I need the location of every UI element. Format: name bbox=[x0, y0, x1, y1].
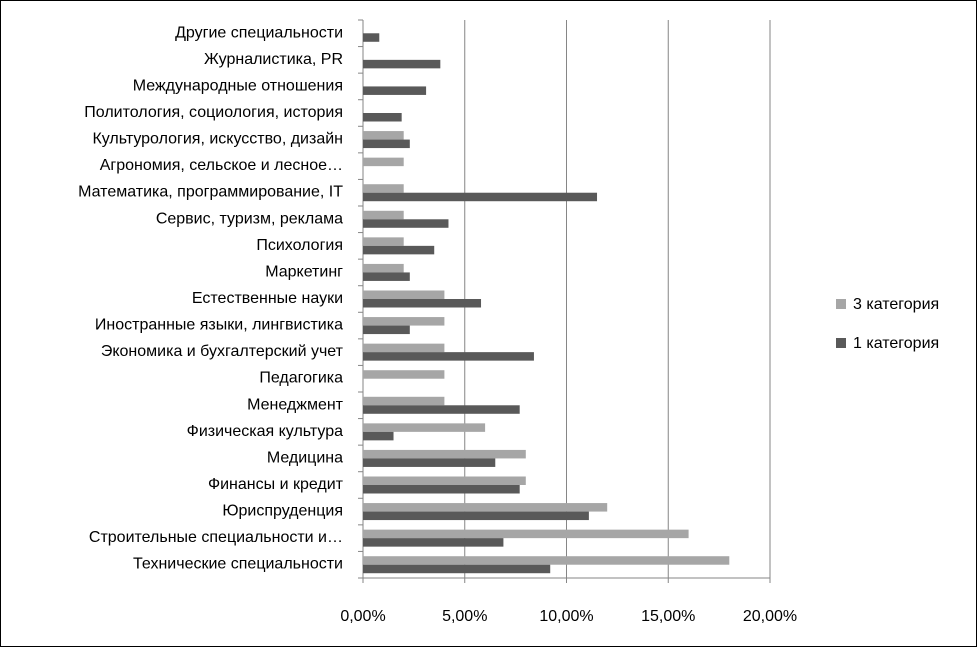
bar-3-category bbox=[363, 503, 608, 512]
category-label: Строительные специальности и… bbox=[89, 529, 343, 546]
category-label: Естественные науки bbox=[192, 290, 343, 307]
bar-1-category bbox=[363, 86, 427, 95]
bar-1-category bbox=[363, 485, 520, 494]
bar-1-category bbox=[363, 219, 449, 228]
category-label: Политология, социология, история bbox=[84, 104, 343, 121]
bar-3-category bbox=[363, 263, 404, 273]
bar-1-category bbox=[363, 299, 482, 308]
category-label: Экономика и бухгалтерский учет bbox=[101, 343, 344, 360]
bar-1-category bbox=[363, 33, 380, 42]
legend-label-1-category: 1 категория bbox=[853, 335, 939, 352]
category-label: Культурология, искусство, дизайн bbox=[92, 131, 343, 148]
category-label: Финансы и кредит bbox=[208, 476, 344, 493]
bar-3-category bbox=[363, 343, 445, 353]
bar-3-category bbox=[363, 529, 689, 539]
bar-1-category bbox=[363, 538, 504, 547]
category-label: Маркетинг bbox=[265, 263, 343, 280]
category-label: Сервис, туризм, реклама bbox=[156, 210, 343, 227]
bar-1-category bbox=[363, 405, 520, 414]
category-label: Агрономия, сельское и лесное… bbox=[100, 157, 343, 174]
category-label: Международные отношения bbox=[133, 77, 343, 94]
bar-1-category bbox=[363, 458, 496, 467]
x-tick-label: 0,00% bbox=[340, 608, 385, 625]
bar-1-category bbox=[363, 352, 534, 361]
bar-3-category bbox=[363, 370, 445, 379]
bar-1-category bbox=[363, 431, 394, 441]
bar-3-category bbox=[363, 237, 404, 246]
category-label: Психология bbox=[256, 237, 343, 254]
bar-1-category bbox=[363, 511, 589, 521]
bar-3-category bbox=[363, 476, 526, 485]
bar-1-category bbox=[363, 325, 410, 335]
category-label: Математика, программирование, IT bbox=[78, 184, 343, 201]
bar-3-category bbox=[363, 290, 445, 299]
legend-swatch-1-category bbox=[836, 338, 846, 348]
category-label: Менеджмент bbox=[247, 396, 344, 413]
bar-1-category bbox=[363, 272, 410, 281]
x-tick-label: 20,00% bbox=[743, 608, 797, 625]
bar-3-category bbox=[363, 423, 486, 432]
bar-1-category bbox=[363, 59, 441, 69]
category-label: Педагогика bbox=[259, 370, 343, 387]
category-label: Журналистика, PR bbox=[204, 51, 343, 68]
category-label: Юриспруденция bbox=[222, 503, 343, 520]
category-label: Физическая культура bbox=[187, 423, 343, 440]
bar-3-category bbox=[363, 317, 445, 326]
bar-3-category bbox=[363, 396, 445, 406]
bar-1-category bbox=[363, 113, 402, 122]
bar-3-category bbox=[363, 449, 526, 459]
legend-swatch-3-category bbox=[836, 299, 846, 309]
bar-3-category bbox=[363, 131, 404, 140]
bar-3-category bbox=[363, 210, 404, 220]
category-label: Иностранные языки, лингвистика bbox=[95, 317, 343, 334]
x-tick-label: 15,00% bbox=[641, 608, 695, 625]
bar-1-category bbox=[363, 192, 598, 202]
bar-1-category bbox=[363, 245, 435, 255]
legend-label-3-category: 3 категория bbox=[853, 296, 939, 313]
bar-3-category bbox=[363, 184, 404, 193]
x-tick-label: 5,00% bbox=[442, 608, 487, 625]
bar-3-category bbox=[363, 157, 404, 167]
category-label: Технические специальности bbox=[133, 556, 343, 573]
bar-1-category bbox=[363, 564, 551, 574]
category-label: Медицина bbox=[267, 449, 343, 466]
bar-1-category bbox=[363, 139, 410, 149]
bar-3-category bbox=[363, 556, 730, 565]
x-tick-label: 10,00% bbox=[539, 608, 593, 625]
category-label: Другие специальности bbox=[175, 24, 343, 41]
